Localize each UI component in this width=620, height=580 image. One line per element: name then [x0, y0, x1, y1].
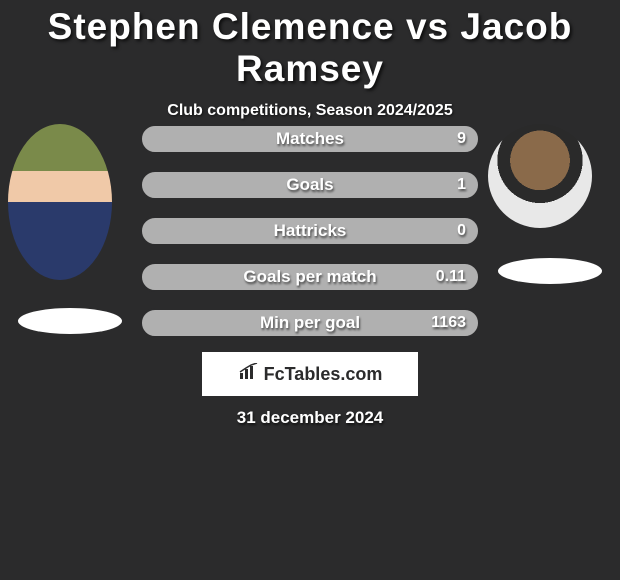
player1-shadow-ellipse	[18, 308, 122, 334]
stat-bar-label: Goals per match	[142, 264, 478, 290]
stat-bar-right-value: 0.11	[436, 264, 466, 290]
stat-bar: Min per goal1163	[140, 308, 480, 338]
page-title: Stephen Clemence vs Jacob Ramsey	[0, 0, 620, 90]
stat-bar-right-value: 9	[457, 126, 466, 152]
stat-bar-label: Min per goal	[142, 310, 478, 336]
logo-text: FcTables.com	[264, 364, 383, 385]
player1-avatar	[8, 124, 112, 280]
subtitle: Club competitions, Season 2024/2025	[0, 102, 620, 120]
stat-bar: Matches9	[140, 124, 480, 154]
logo-box: FcTables.com	[202, 352, 418, 396]
stat-bar-right-value: 0	[457, 218, 466, 244]
player2-avatar	[488, 124, 592, 228]
player2-shadow-ellipse	[498, 258, 602, 284]
stat-bar: Goals per match0.11	[140, 262, 480, 292]
stat-bar-label: Hattricks	[142, 218, 478, 244]
vs-text: vs	[406, 6, 449, 47]
stat-bar-right-value: 1163	[431, 310, 466, 336]
date-text: 31 december 2024	[0, 408, 620, 428]
stat-bar-right-value: 1	[457, 172, 466, 198]
stat-bar-label: Matches	[142, 126, 478, 152]
stat-bar: Hattricks0	[140, 216, 480, 246]
player1-name: Stephen Clemence	[48, 6, 395, 47]
stat-bars-container: Matches9Goals1Hattricks0Goals per match0…	[140, 124, 480, 354]
chart-icon	[238, 363, 260, 386]
stat-bar-label: Goals	[142, 172, 478, 198]
stat-bar: Goals1	[140, 170, 480, 200]
